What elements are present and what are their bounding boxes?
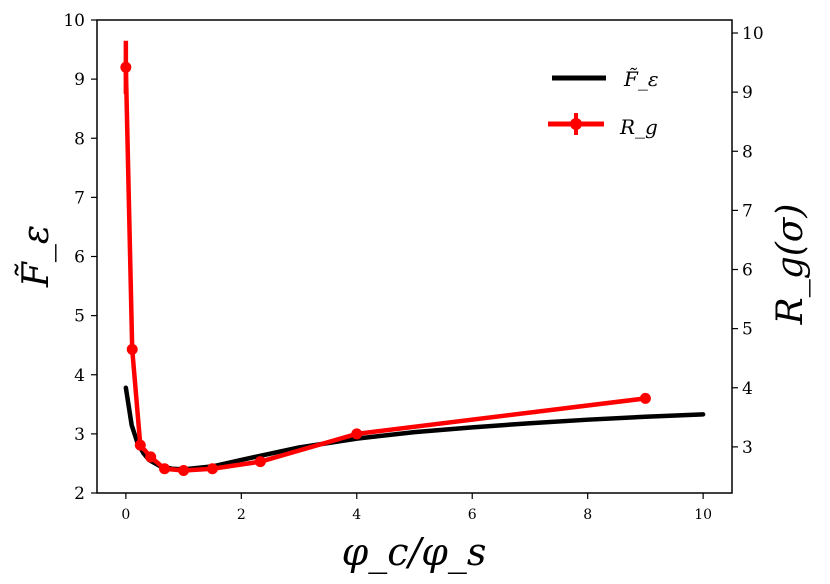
rg-data-point	[206, 463, 218, 475]
rg-data-point	[351, 428, 363, 440]
series-layer	[120, 40, 706, 477]
left-y-tick-label: 3	[74, 425, 85, 445]
left-y-tick-label: 9	[74, 70, 85, 90]
right-y-tick-label: 4	[742, 379, 753, 399]
rg-data-point	[120, 61, 132, 73]
x-tick-label: 2	[237, 507, 246, 523]
left-y-tick-label: 8	[74, 129, 85, 149]
right-y-tick-label: 6	[742, 261, 753, 281]
left-y-tick-label: 2	[74, 484, 85, 504]
rg-data-point	[639, 392, 651, 404]
left-y-tick-label: 10	[63, 11, 85, 31]
legend-label-f-epsilon: F̃_ε	[623, 67, 659, 91]
plot-frame	[96, 19, 733, 494]
x-tick-label: 0	[121, 507, 130, 523]
rg-data-point	[159, 463, 171, 475]
right-y-tick-label: 3	[742, 438, 753, 458]
rg-data-point	[178, 465, 190, 477]
left-y-axis-label: F̃_ε	[15, 225, 57, 288]
right-y-tick-label: 8	[742, 142, 753, 162]
legend: F̃_ε R_g	[548, 67, 659, 139]
left-y-tick-label: 7	[74, 188, 85, 208]
rg-data-point	[254, 456, 266, 468]
left-y-tick-label: 4	[74, 366, 85, 386]
axis-ticks: 0 2 4 6 8 10 2 3 4 5 6 7 8 9 10 3 4 5 6 7 8 9 10	[63, 11, 763, 523]
series-line-0	[123, 385, 706, 472]
left-y-tick-label: 6	[74, 248, 85, 268]
right-y-tick-label: 9	[742, 83, 753, 103]
right-y-tick-label: 10	[742, 24, 764, 44]
series-line-1	[123, 65, 648, 473]
x-tick-label: 6	[468, 507, 477, 523]
legend-label-rg: R_g	[619, 115, 658, 139]
rg-data-point	[134, 439, 146, 451]
x-tick-label: 8	[583, 507, 592, 523]
left-y-tick-label: 5	[74, 307, 85, 327]
x-axis-label: φ_c/φ_s	[342, 530, 487, 575]
rg-data-point	[145, 451, 157, 463]
right-y-tick-label: 5	[742, 320, 753, 340]
right-y-tick-label: 7	[742, 201, 753, 221]
rg-data-point	[126, 343, 138, 355]
x-tick-label: 10	[694, 507, 712, 523]
x-tick-label: 4	[352, 507, 361, 523]
legend-marker-rg	[570, 118, 582, 130]
right-y-axis-label: R_g(σ)	[770, 204, 811, 326]
